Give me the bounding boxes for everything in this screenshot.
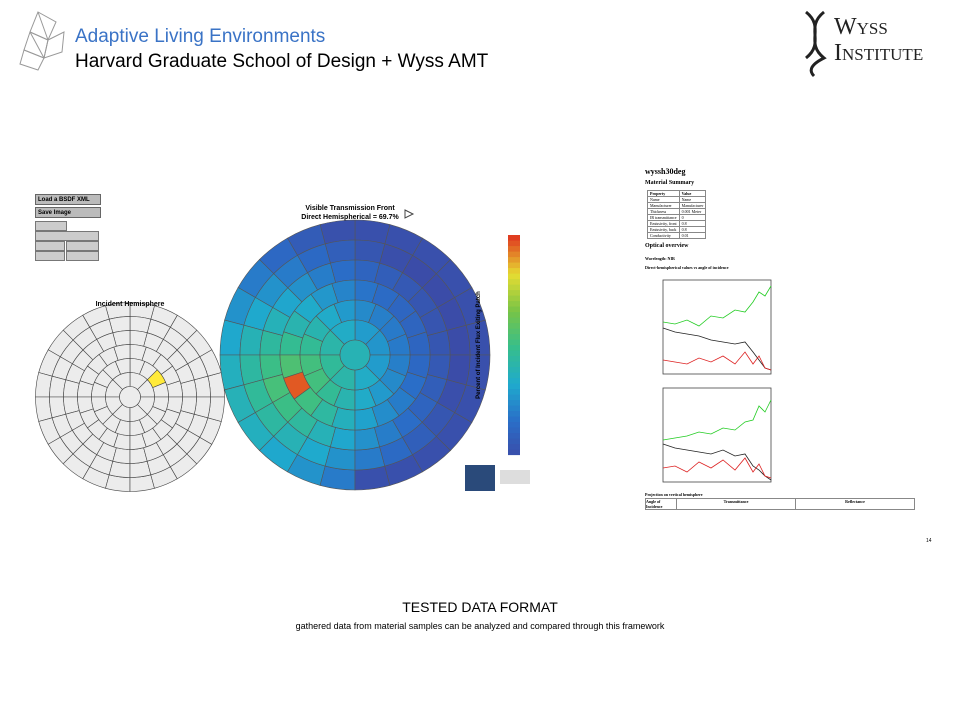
lab-logo xyxy=(465,465,495,491)
plot-title: Visible Transmission Front xyxy=(305,205,395,212)
table-cell: IR transmittance xyxy=(647,214,680,221)
colorbar-cell xyxy=(508,246,520,252)
colorbar-cell xyxy=(508,356,520,362)
colorbar-cell xyxy=(508,273,520,280)
projection-header: Angle of Incidence Transmittance Reflect… xyxy=(645,498,915,510)
table-cell: 0.01 xyxy=(678,232,707,239)
colorbar-cell xyxy=(508,400,520,406)
patch xyxy=(339,339,371,371)
table-cell: Manufacturer xyxy=(678,202,707,209)
colorbar-cell xyxy=(508,257,520,263)
colorbar-cell xyxy=(508,361,520,368)
colorbar-cell xyxy=(508,323,520,329)
report-plots xyxy=(662,279,772,483)
wyss-helix xyxy=(804,10,827,78)
report-text: Wavelength: NIR xyxy=(645,256,675,261)
subtitle: Harvard Graduate School of Design + Wyss… xyxy=(75,51,489,72)
colorbar-cell xyxy=(508,251,520,258)
colorbar-cell xyxy=(508,372,520,379)
title: Adaptive Living Environments xyxy=(75,26,326,47)
colorbar-cell xyxy=(508,312,520,318)
colorbar-cell xyxy=(508,433,520,439)
colorbar-cell xyxy=(508,411,520,417)
colorbar-cell xyxy=(508,235,520,241)
colorbar-cell xyxy=(508,345,520,351)
colorbar-cell xyxy=(508,301,520,307)
header-cell: Reflectance xyxy=(795,499,914,509)
arrow xyxy=(404,209,415,219)
plot-subtitle: Direct Hemispherical = 69.7% xyxy=(301,214,399,221)
colorbar-cell xyxy=(508,279,520,285)
report-text: Direct-hemispherical values vs angle of … xyxy=(645,265,729,270)
small-button[interactable] xyxy=(66,251,99,261)
patch xyxy=(119,386,141,408)
colorbar-cell xyxy=(508,449,520,456)
incident-title: Incident Hemisphere xyxy=(96,301,165,308)
save-button[interactable]: Save Image xyxy=(35,207,101,218)
report-text: Projection on vertical hemisphere xyxy=(645,492,703,497)
table-cell: Emissivity, front xyxy=(647,220,680,227)
patch xyxy=(239,324,264,356)
colorbar-cell xyxy=(508,290,520,296)
colorbar-cell xyxy=(508,350,520,357)
colorbar-cell xyxy=(508,438,520,445)
colorbar-cell xyxy=(508,378,520,384)
colorbar-cell xyxy=(508,339,520,346)
small-button[interactable] xyxy=(35,251,65,261)
colorbar-cell xyxy=(508,383,520,390)
colorbar-cell xyxy=(508,394,520,401)
small-button[interactable] xyxy=(35,221,67,231)
colorbar-cell xyxy=(508,262,520,269)
colorbar-cell xyxy=(508,405,520,412)
caption-title: TESTED DATA FORMAT xyxy=(402,599,558,615)
colorbar-cell xyxy=(508,444,520,450)
colorbar-cell xyxy=(508,306,520,313)
colorbar-cell xyxy=(508,268,520,274)
colorbar-label: Percent of Incident Flux Exiting Patch xyxy=(476,291,482,399)
small-button[interactable] xyxy=(66,241,99,251)
colorbar-cell xyxy=(508,328,520,335)
colorbar-cell xyxy=(508,367,520,373)
report-section: Optical overview xyxy=(645,243,689,249)
colorbar-cell xyxy=(508,422,520,428)
patch xyxy=(446,354,471,386)
logo-line1: Wyss xyxy=(834,14,888,40)
small-button[interactable] xyxy=(35,231,99,241)
report-title: wyssh30deg xyxy=(645,167,686,176)
colorbar-cell xyxy=(508,284,520,291)
table-cell: Emissivity, back xyxy=(647,226,680,233)
small-button[interactable] xyxy=(35,241,65,251)
material-table: Property Value Name Name Manufacturer Manufac… xyxy=(647,190,707,239)
table-row: Conductivity 0.01 xyxy=(647,232,707,239)
patch xyxy=(354,239,386,264)
colorbar-cell xyxy=(508,334,520,340)
caption-text: gathered data from material samples can … xyxy=(295,621,665,631)
colorbar-cell xyxy=(508,295,520,302)
patch xyxy=(324,446,356,471)
page-number: 14 xyxy=(926,538,932,544)
header-cell: Transmittance xyxy=(676,499,795,509)
report-section: Material Summary xyxy=(645,180,695,186)
logo-mark xyxy=(19,11,65,71)
colorbar-cell xyxy=(508,317,520,324)
logo-line2: Institute xyxy=(834,40,924,66)
header-cell: Angle of Incidence xyxy=(646,499,663,509)
lab-text xyxy=(500,470,530,484)
colorbar-cell xyxy=(508,240,520,247)
colorbar-cell xyxy=(508,427,520,434)
colorbar-cell xyxy=(508,389,520,395)
colorbar-cell xyxy=(508,416,520,423)
table-cell: Conductivity xyxy=(647,232,680,239)
